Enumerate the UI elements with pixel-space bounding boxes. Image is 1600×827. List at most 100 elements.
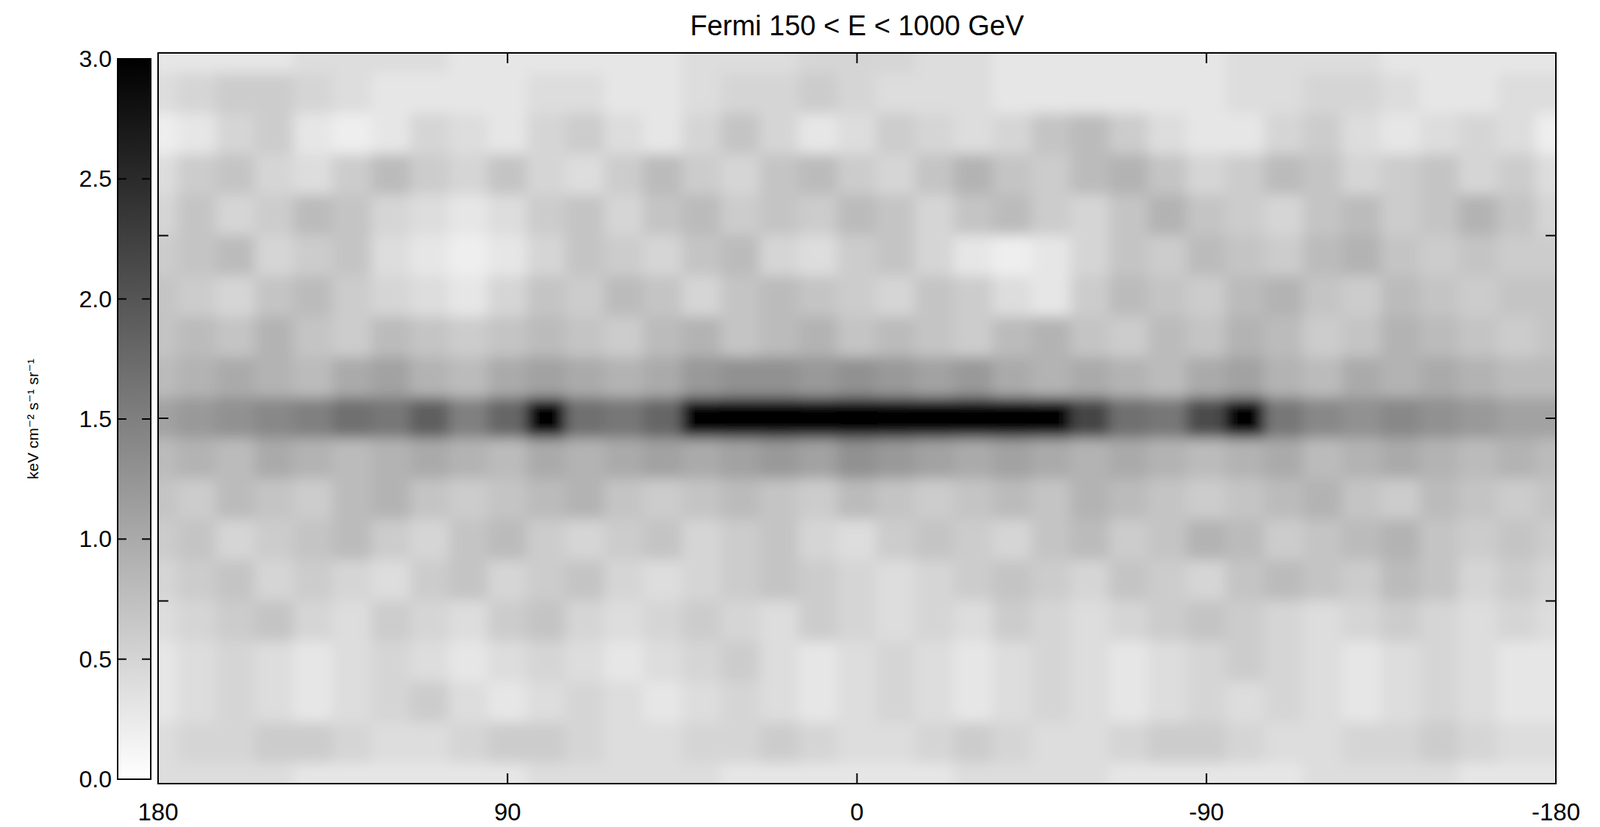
heat-cell — [953, 600, 994, 642]
heat-cell — [1225, 357, 1266, 399]
heat-cell — [1536, 681, 1556, 723]
heat-cell — [371, 560, 412, 602]
heat-cell — [158, 113, 178, 155]
heat-cell — [158, 478, 178, 520]
heat-cell — [1341, 681, 1382, 723]
heat-cell — [1147, 438, 1188, 480]
heat-cell — [1458, 154, 1498, 196]
heat-cell — [1458, 275, 1498, 317]
heat-cell — [1458, 519, 1498, 562]
heat-cell — [1536, 194, 1556, 237]
heat-cell — [1302, 519, 1343, 562]
heat-cell — [255, 519, 295, 562]
heat-cell — [953, 438, 994, 480]
heat-cell — [1225, 641, 1266, 683]
heat-cell — [1147, 641, 1188, 683]
x-tick-top — [1205, 52, 1208, 64]
heat-cell — [177, 600, 217, 642]
heat-cell — [1031, 275, 1072, 317]
heat-cell — [1263, 72, 1304, 114]
heat-cell — [1186, 600, 1227, 642]
heat-cell — [1341, 519, 1382, 562]
heat-cell — [332, 600, 373, 642]
heat-cell — [1458, 397, 1498, 439]
heat-cell — [1458, 72, 1498, 114]
heat-cell — [798, 722, 839, 764]
heat-cell — [759, 478, 800, 520]
heat-cell — [1419, 194, 1460, 237]
heat-cell — [1147, 52, 1188, 74]
heat-cell — [449, 478, 489, 520]
heat-cell — [1458, 560, 1498, 602]
colorbar-tick-right — [141, 658, 151, 661]
heat-cell — [837, 397, 878, 439]
heat-cell — [1419, 52, 1460, 74]
heat-cell — [177, 194, 217, 237]
heat-cell — [1497, 478, 1537, 520]
heat-cell — [1419, 763, 1460, 784]
heat-cell — [914, 357, 955, 399]
heat-cell — [1497, 72, 1537, 114]
heat-cell — [216, 194, 256, 237]
heat-cell — [875, 397, 916, 439]
heat-cell — [158, 316, 178, 358]
heat-cell — [837, 235, 878, 277]
heat-cell — [449, 113, 489, 155]
heat-cell — [1069, 519, 1110, 562]
chart: 180900-90-180Fermi 150 < E < 1000 GeV0.0… — [0, 0, 1600, 827]
heat-cell — [720, 72, 761, 114]
heat-cell — [1069, 72, 1110, 114]
heat-cell — [177, 235, 217, 277]
heat-cell — [953, 113, 994, 155]
heat-cell — [526, 72, 567, 114]
colorbar-tick-label: 0.0 — [79, 766, 112, 793]
heat-cell — [992, 519, 1033, 562]
heat-cell — [1380, 154, 1421, 196]
heat-cell — [1069, 681, 1110, 723]
y-tick — [158, 235, 169, 237]
heat-cell — [1536, 113, 1556, 155]
heat-cell — [1263, 478, 1304, 520]
x-tick-label: 0 — [850, 798, 864, 826]
heat-cell — [1031, 641, 1072, 683]
heat-cell — [487, 113, 528, 155]
heat-cell — [371, 478, 412, 520]
heat-cell — [720, 600, 761, 642]
heat-cell — [449, 194, 489, 237]
heat-cell — [604, 722, 645, 764]
heat-cell — [158, 357, 178, 399]
heat-cell — [1419, 600, 1460, 642]
heat-cell — [293, 722, 334, 764]
heat-cell — [1225, 194, 1266, 237]
heat-cell — [332, 722, 373, 764]
heat-cell — [1147, 600, 1188, 642]
heat-cell — [1225, 560, 1266, 602]
heat-cell — [255, 722, 295, 764]
heatmap — [158, 52, 1556, 784]
heat-cell — [410, 397, 450, 439]
heat-cell — [1497, 722, 1537, 764]
heat-cell — [487, 641, 528, 683]
heat-cell — [604, 681, 645, 723]
heat-cell — [604, 316, 645, 358]
heat-cell — [1419, 72, 1460, 114]
heat-cell — [1302, 113, 1343, 155]
heat-cell — [1302, 763, 1343, 784]
heat-cell — [875, 641, 916, 683]
heat-cell — [332, 316, 373, 358]
heat-cell — [1225, 52, 1266, 74]
heat-cell — [1380, 397, 1421, 439]
heat-cell — [255, 763, 295, 784]
heat-cell — [293, 763, 334, 784]
heat-cell — [158, 72, 178, 114]
heat-cell — [293, 560, 334, 602]
heat-cell — [371, 763, 412, 784]
heat-cell — [487, 154, 528, 196]
heat-cell — [1263, 641, 1304, 683]
heat-cell — [992, 52, 1033, 74]
heat-cell — [1497, 52, 1537, 74]
heat-cell — [1497, 641, 1537, 683]
heat-cell — [914, 397, 955, 439]
heat-cell — [837, 519, 878, 562]
heat-cell — [293, 72, 334, 114]
